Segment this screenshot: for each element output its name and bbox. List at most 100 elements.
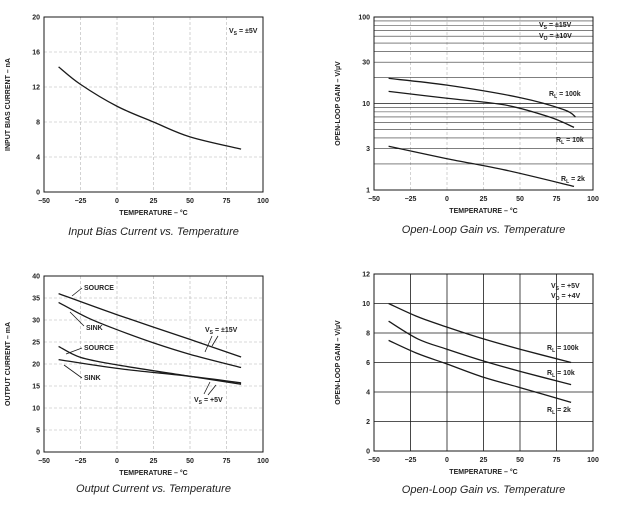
- c2-vo-label: VO = ±10V: [539, 33, 572, 42]
- plot-frame: [43, 275, 264, 453]
- c3-vs15-leader-b: [211, 335, 219, 347]
- x-tick-label: −50: [38, 458, 50, 465]
- x-tick-label: 50: [516, 196, 524, 203]
- x-tick-label: 75: [553, 457, 561, 464]
- c4-vs-label: VS = +5V: [551, 283, 580, 292]
- chart-input-bias-current: −50 −25 0 25 50 75 100 0 4 8 12 16 20 TEMPERATURE – °…: [5, 15, 269, 239]
- y-axis-label: OPEN-LOOP GAIN – V/µV: [335, 61, 342, 146]
- plot-frame: [373, 16, 594, 191]
- x-tick-label: 25: [480, 196, 488, 203]
- series-line: [58, 292, 242, 358]
- y-tick-label: 30: [362, 60, 370, 67]
- x-tick-label: −50: [368, 457, 380, 464]
- chart-title: Output Current vs. Temperature: [76, 483, 231, 495]
- x-tick-label: 100: [587, 457, 599, 464]
- c1-condition-label: VS = ±5V: [229, 28, 258, 37]
- x-tick-label: −25: [405, 457, 417, 464]
- x-tick-label: 50: [516, 457, 524, 464]
- x-tick-label: 100: [257, 458, 269, 465]
- c4-rl10k-label: RL = 10k: [547, 370, 575, 379]
- x-tick-label: 25: [480, 457, 488, 464]
- y-tick-label: 5: [36, 428, 40, 435]
- x-tick-label: −50: [38, 198, 50, 205]
- y-tick-label: 6: [366, 360, 370, 367]
- y-tick-label: 1: [366, 188, 370, 195]
- c3-sink-15v-label: SINK: [86, 325, 103, 332]
- chart-open-loop-gain-15v: −50 −25 0 25 50 75 100 1 3 10 30 100 TEMPERATURE – °…: [335, 15, 599, 237]
- x-axis-label: TEMPERATURE – °C: [119, 209, 187, 217]
- chart-open-loop-gain-5v: −50 −25 0 25 50 75 100 0 2 4 6 8 10 12 TEMPERATURE – °…: [335, 272, 599, 497]
- x-tick-label: 0: [445, 196, 449, 203]
- series-line: [388, 145, 575, 188]
- plot-frame: [43, 16, 264, 193]
- y-tick-label: 4: [36, 155, 40, 162]
- x-tick-label: 0: [115, 458, 119, 465]
- x-tick-label: −25: [75, 458, 87, 465]
- y-tick-label: 12: [32, 85, 40, 92]
- x-axis-label: TEMPERATURE – °C: [119, 469, 187, 477]
- c4-vo-label: VO = +4V: [551, 293, 581, 302]
- x-tick-label: 75: [553, 196, 561, 203]
- y-tick-label: 12: [362, 272, 370, 279]
- y-tick-label: 25: [32, 340, 40, 347]
- c2-rl100k-label: RL = 100k: [549, 91, 581, 100]
- y-tick-label: 20: [32, 362, 40, 369]
- y-tick-label: 20: [32, 15, 40, 22]
- chart-title: Open-Loop Gain vs. Temperature: [402, 224, 565, 236]
- series-line: [58, 358, 242, 384]
- chart-title: Input Bias Current vs. Temperature: [68, 226, 239, 238]
- chart-title: Open-Loop Gain vs. Temperature: [402, 484, 565, 496]
- x-tick-label: 75: [223, 198, 231, 205]
- series-line: [388, 339, 572, 403]
- x-tick-label: 0: [115, 198, 119, 205]
- y-tick-label: 10: [362, 101, 370, 108]
- x-axis-label: TEMPERATURE – °C: [449, 468, 517, 476]
- y-tick-label: 4: [366, 390, 370, 397]
- c3-vs5-label: VS = +5V: [194, 397, 223, 406]
- x-tick-label: 25: [150, 198, 158, 205]
- x-tick-label: −25: [75, 198, 87, 205]
- y-axis-label: OPEN-LOOP GAIN – V/µV: [335, 320, 342, 405]
- y-tick-label: 35: [32, 296, 40, 303]
- y-tick-label: 100: [358, 15, 370, 22]
- series-line: [388, 320, 572, 386]
- c2-rl2k-label: RL = 2k: [561, 176, 585, 185]
- y-tick-label: 3: [366, 146, 370, 153]
- y-tick-label: 8: [366, 331, 370, 338]
- chart-output-current: −50 −25 0 25 50 75 100 0 5 10 15 20 25 30 35 40 TEMPERAT…: [5, 274, 269, 496]
- y-tick-label: 8: [36, 120, 40, 127]
- y-tick-label: 40: [32, 274, 40, 281]
- x-tick-label: −50: [368, 196, 380, 203]
- c3-sink-15v-leader: [69, 311, 85, 327]
- plot-frame: [373, 273, 594, 452]
- c3-source-15v-leader: [71, 287, 83, 297]
- y-tick-label: 16: [32, 50, 40, 57]
- x-tick-label: 75: [223, 458, 231, 465]
- series-line: [58, 301, 242, 369]
- c3-source-5v-label: SOURCE: [84, 345, 114, 352]
- c4-rl100k-label: RL = 100k: [547, 345, 579, 354]
- y-tick-label: 0: [36, 190, 40, 197]
- c3-vs15-label: VS = ±15V: [205, 327, 238, 336]
- y-axis-label: OUTPUT CURRENT – mA: [5, 322, 12, 406]
- c3-vs5-leader-b: [207, 384, 217, 396]
- c3-vs15-leader-a: [204, 335, 213, 353]
- x-tick-label: 0: [445, 457, 449, 464]
- y-tick-label: 10: [362, 301, 370, 308]
- x-tick-label: 100: [587, 196, 599, 203]
- c3-sink-5v-leader: [63, 364, 83, 379]
- c3-source-15v-label: SOURCE: [84, 285, 114, 292]
- c3-source-5v-leader: [65, 347, 83, 355]
- c3-vs5-leader-a: [203, 381, 211, 395]
- c3-sink-5v-label: SINK: [84, 375, 101, 382]
- x-tick-label: 100: [257, 198, 269, 205]
- y-axis-label: INPUT BIAS CURRENT – nA: [5, 58, 12, 151]
- y-tick-label: 15: [32, 384, 40, 391]
- x-tick-label: 50: [186, 458, 194, 465]
- series-line: [388, 90, 575, 128]
- c2-rl10k-label: RL = 10k: [556, 137, 584, 146]
- y-tick-label: 0: [366, 449, 370, 456]
- y-tick-label: 0: [36, 450, 40, 457]
- series-line: [388, 302, 572, 364]
